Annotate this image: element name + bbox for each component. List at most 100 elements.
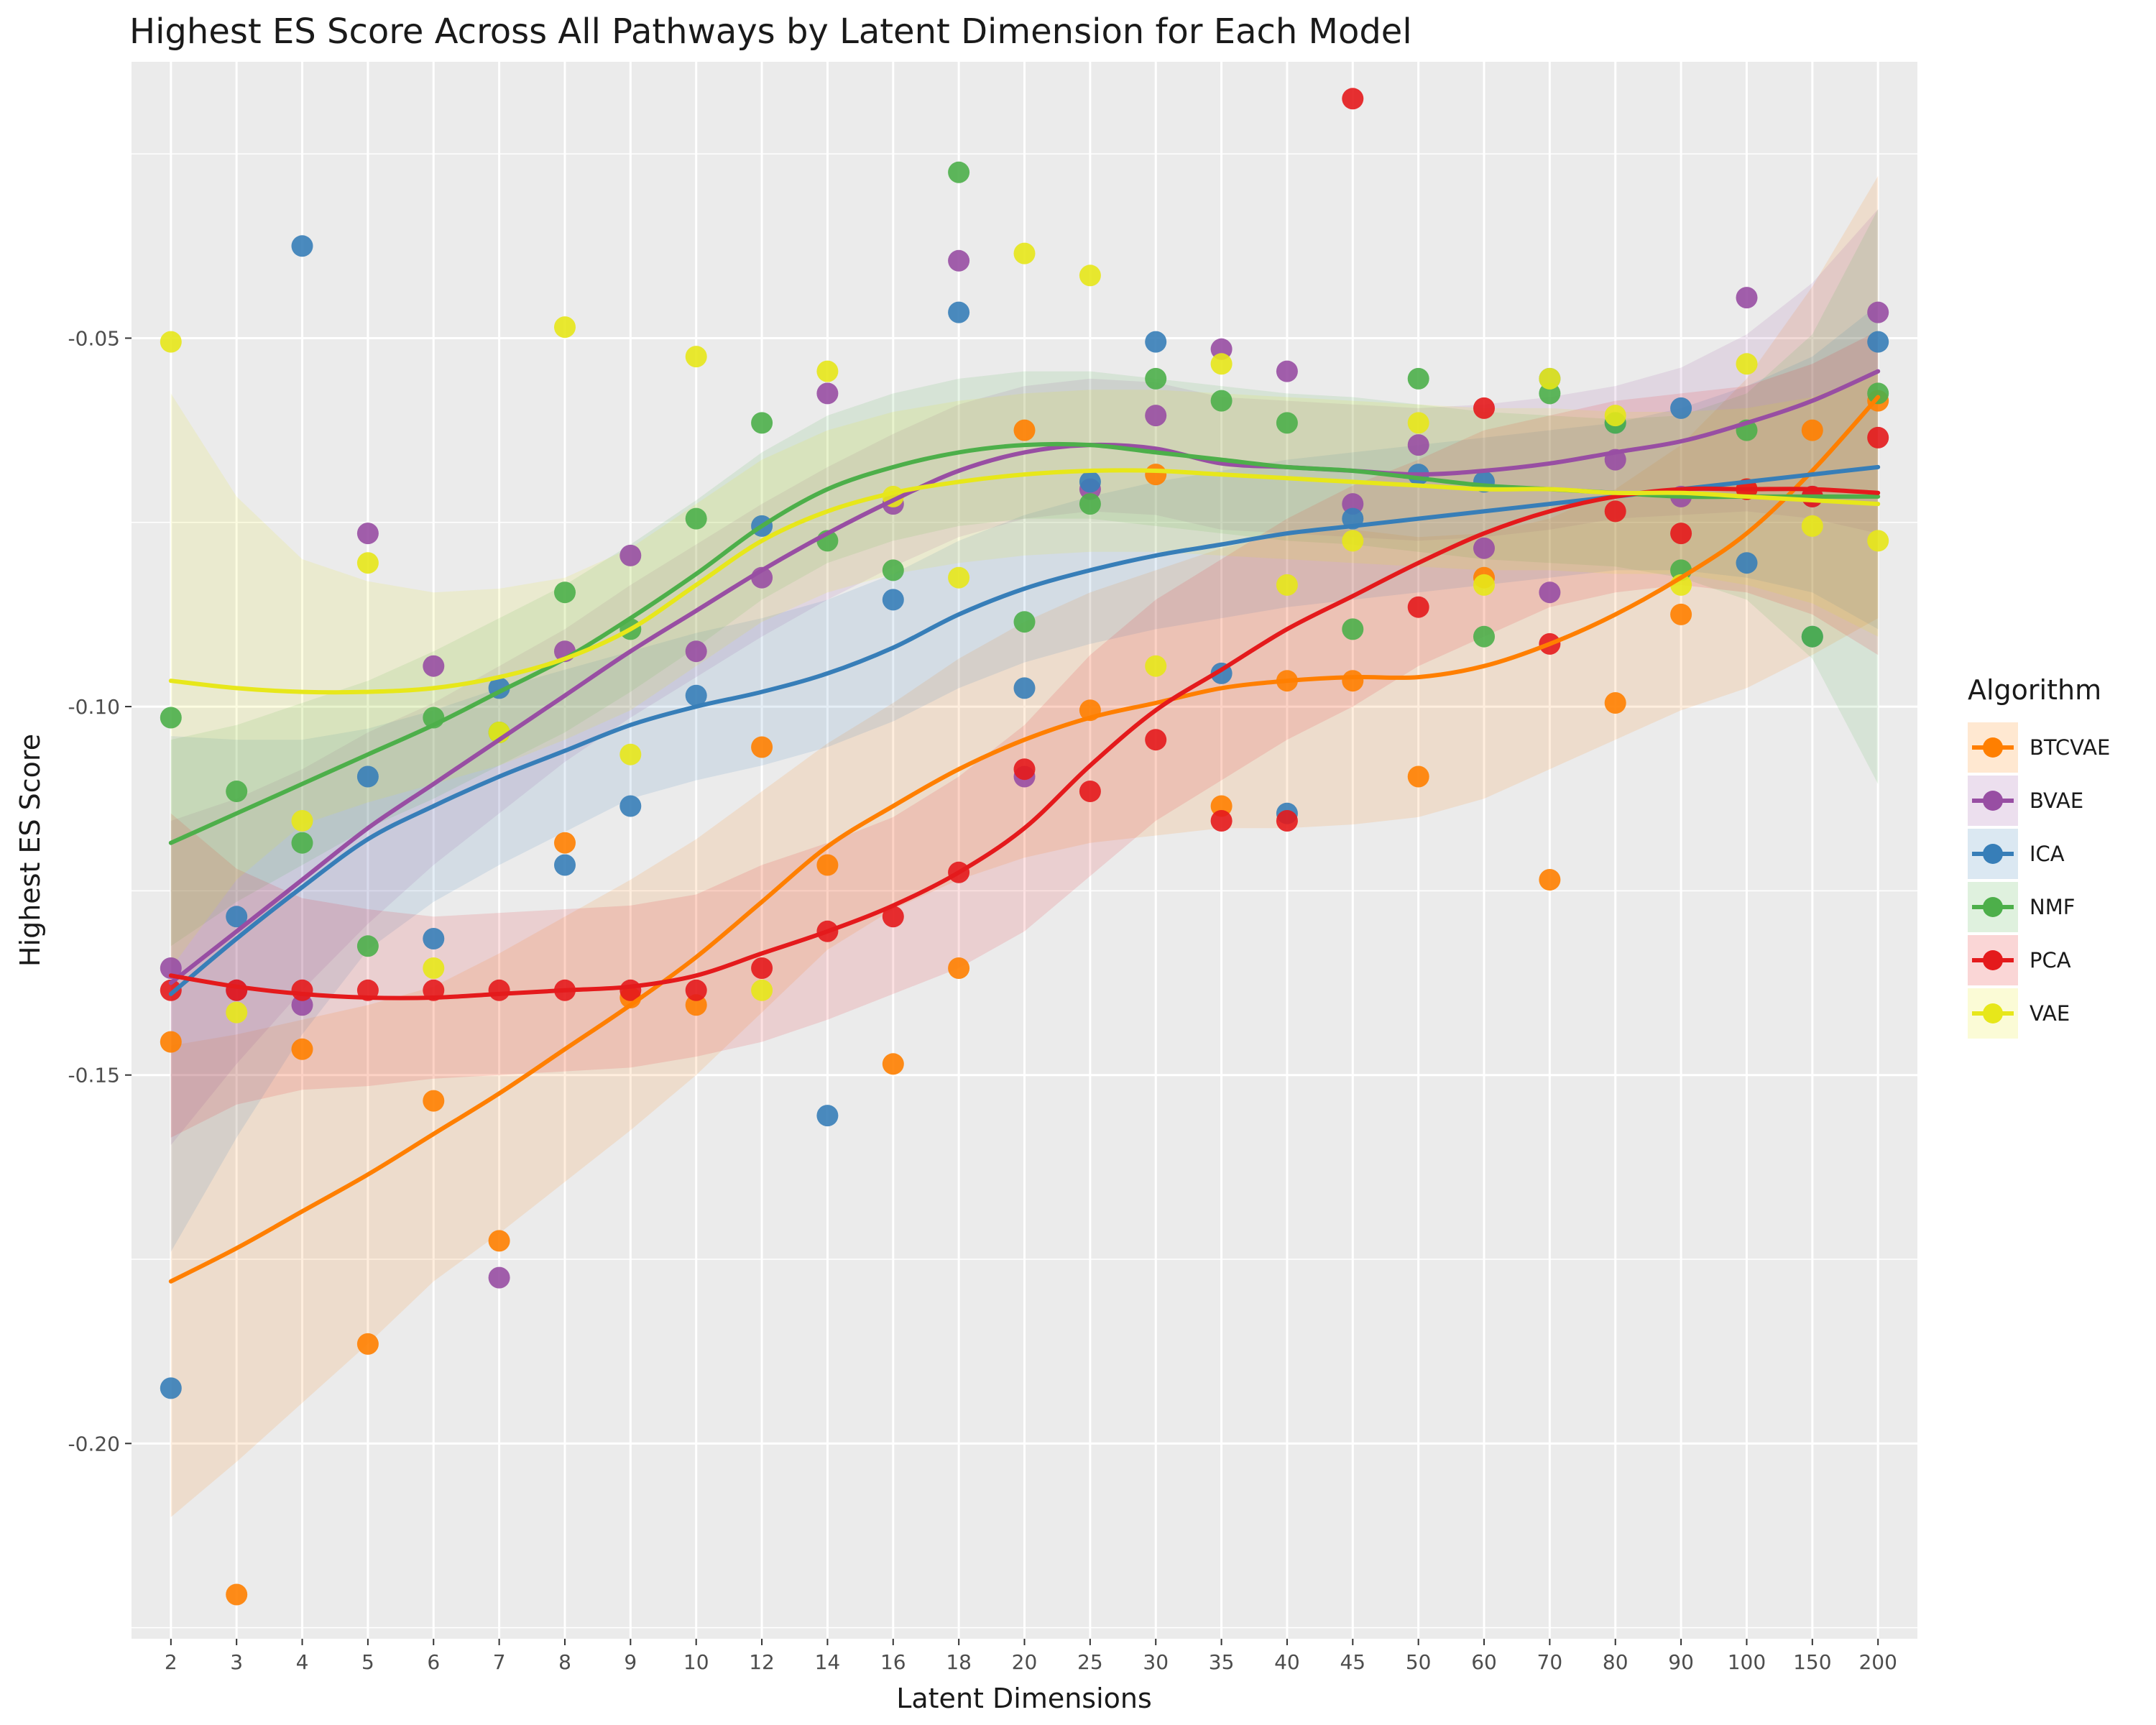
data-point-ica — [226, 906, 248, 928]
x-tick-label: 9 — [624, 1650, 637, 1674]
data-point-bvae — [1145, 405, 1167, 427]
data-point-vae — [423, 957, 445, 979]
trend-line-vae — [168, 468, 1881, 695]
data-point-ica — [685, 684, 707, 707]
data-point-nmf — [1342, 618, 1364, 640]
legend-item-vae: VAE — [1968, 988, 2070, 1039]
confidence-band-bvae — [170, 209, 1879, 1146]
data-point-vae — [356, 552, 379, 574]
data-point-pca — [1276, 810, 1298, 832]
x-tick-label: 16 — [880, 1650, 906, 1674]
data-point-ica — [554, 854, 576, 876]
legend-label: PCA — [2030, 948, 2071, 972]
data-point-nmf — [291, 832, 313, 854]
data-point-btcvae — [1670, 603, 1692, 625]
data-point-vae — [751, 979, 773, 1001]
x-tick-label: 90 — [1668, 1650, 1694, 1674]
data-point-bvae — [619, 544, 642, 566]
data-point-ica — [1079, 471, 1101, 493]
data-point-btcvae — [1342, 670, 1364, 692]
data-point-nmf — [1276, 412, 1298, 434]
data-point-vae — [1145, 655, 1167, 677]
data-point-vae — [1013, 242, 1036, 264]
data-point-vae — [1539, 367, 1561, 390]
x-tick-label: 14 — [815, 1650, 841, 1674]
legend-key-point — [1983, 844, 2003, 864]
data-point-bvae — [1539, 581, 1561, 604]
data-point-btcvae — [1407, 765, 1429, 788]
data-point-nmf — [1473, 625, 1495, 648]
data-point-pca — [1670, 523, 1692, 545]
data-point-nmf — [226, 781, 248, 802]
data-point-nmf — [1539, 382, 1561, 405]
legend-key-point — [1983, 897, 2003, 917]
data-point-vae — [1276, 574, 1298, 596]
data-point-vae — [1867, 530, 1889, 552]
x-tick-label: 100 — [1728, 1650, 1766, 1674]
legend-key-point — [1983, 950, 2003, 970]
x-tick-label: 3 — [230, 1650, 243, 1674]
data-point-pca — [1079, 781, 1101, 802]
data-point-nmf — [1407, 367, 1429, 390]
x-tick-label: 5 — [361, 1650, 374, 1674]
data-point-pca — [226, 979, 248, 1001]
data-point-bvae — [1867, 301, 1889, 323]
data-point-nmf — [1801, 625, 1823, 648]
data-point-btcvae — [948, 957, 970, 979]
data-point-nmf — [1013, 611, 1036, 633]
y-tick-label: -0.10 — [68, 695, 120, 719]
data-point-btcvae — [816, 854, 839, 876]
y-axis: -0.20 -0.15 -0.10 -0.05 — [68, 326, 132, 1455]
data-point-btcvae — [1210, 795, 1233, 817]
legend-key-point — [1983, 791, 2003, 811]
data-point-btcvae — [1539, 869, 1561, 891]
data-point-nmf — [751, 412, 773, 434]
x-tick-label: 200 — [1858, 1650, 1897, 1674]
data-point-vae — [291, 810, 313, 832]
data-point-bvae — [948, 249, 970, 272]
data-point-bvae — [160, 957, 182, 979]
data-point-vae — [1604, 405, 1626, 427]
confidence-band-btcvae — [170, 175, 1879, 1517]
x-tick-label: 25 — [1077, 1650, 1103, 1674]
data-point-nmf — [356, 935, 379, 957]
data-point-pca — [291, 979, 313, 1001]
data-point-ica — [1867, 331, 1889, 353]
data-point-nmf — [1867, 382, 1889, 405]
data-point-vae — [1342, 530, 1364, 552]
legend-label: BTCVAE — [2030, 735, 2110, 760]
data-point-btcvae — [685, 994, 707, 1016]
data-point-bvae — [423, 655, 445, 677]
data-point-ica — [1670, 397, 1692, 419]
x-tick-label: 2 — [165, 1650, 178, 1674]
data-point-vae — [1473, 574, 1495, 596]
confidence-band-vae — [170, 371, 1879, 968]
legend-key-point — [1983, 1003, 2003, 1024]
data-point-vae — [160, 331, 182, 353]
data-point-vae — [1079, 264, 1101, 287]
data-point-bvae — [356, 523, 379, 545]
data-point-btcvae — [1604, 692, 1626, 714]
data-point-btcvae — [882, 1053, 904, 1075]
data-point-nmf — [1210, 390, 1233, 412]
confidence-bands — [170, 175, 1879, 1517]
x-tick-label: 4 — [296, 1650, 309, 1674]
x-tick-label: 20 — [1012, 1650, 1038, 1674]
x-axis-title: Latent Dimensions — [896, 1683, 1152, 1714]
legend-title: Algorithm — [1968, 674, 2101, 706]
legend-item-ica: ICA — [1968, 829, 2065, 879]
data-point-bvae — [1407, 434, 1429, 456]
legend-label: BVAE — [2030, 788, 2083, 813]
data-point-vae — [1801, 515, 1823, 537]
x-tick-label: 70 — [1537, 1650, 1563, 1674]
data-point-ica — [882, 589, 904, 611]
data-point-ica — [1145, 331, 1167, 353]
x-tick-label: 8 — [558, 1650, 571, 1674]
y-tick-label: -0.15 — [68, 1064, 120, 1087]
data-point-pca — [751, 957, 773, 979]
data-point-vae — [948, 566, 970, 589]
legend-item-bvae: BVAE — [1968, 776, 2083, 826]
data-point-bvae — [1736, 287, 1758, 309]
x-tick-label: 150 — [1793, 1650, 1831, 1674]
